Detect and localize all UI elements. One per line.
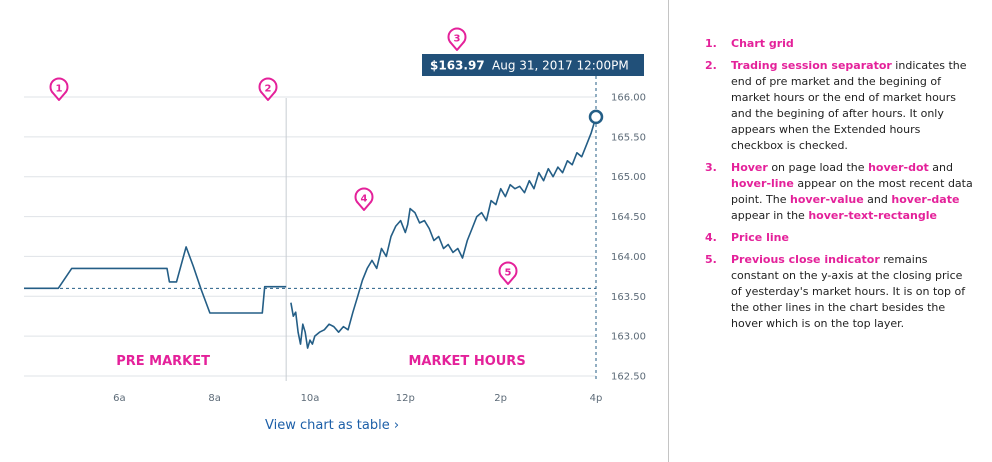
note-number: 1. xyxy=(705,37,717,50)
hover-dot xyxy=(588,109,604,125)
x-tick-label: 12p xyxy=(396,393,415,404)
note-text: and xyxy=(863,193,892,206)
x-tick-label: 10a xyxy=(301,393,320,404)
note-item: 2. Trading session separator indicates th… xyxy=(705,58,975,154)
note-number: 5. xyxy=(705,253,717,266)
note-text: appear on the most recent data point. Th… xyxy=(731,177,973,206)
note-term: Trading session separator xyxy=(731,59,892,72)
session-labels: PRE MARKET MARKET HOURS xyxy=(116,354,525,369)
pin-marker-icon xyxy=(49,77,69,101)
annotation-pin-3: 3 xyxy=(447,27,467,51)
x-tick-label: 2p xyxy=(494,393,507,404)
note-item: 1. Chart grid xyxy=(705,36,975,52)
note-term: hover-value xyxy=(790,193,864,206)
y-tick-label: 163.00 xyxy=(611,332,646,343)
hover-text-rectangle xyxy=(422,54,644,76)
pin-marker-icon xyxy=(354,187,374,211)
y-tick-label: 165.50 xyxy=(611,132,646,143)
note-term: Previous close indicator xyxy=(731,253,880,266)
annotation-pin-5: 5 xyxy=(498,261,518,285)
pin-number: 1 xyxy=(56,84,63,95)
note-number: 4. xyxy=(705,231,717,244)
annotation-pins: 1 2 3 4 5 xyxy=(49,27,518,285)
view-chart-as-table-link[interactable]: View chart as table › xyxy=(265,418,399,433)
hover-value: $163.97 xyxy=(430,59,485,73)
x-tick-label: 8a xyxy=(208,393,221,404)
note-text: indicates the end of pre market and the … xyxy=(731,59,967,152)
note-text: remains constant on the y-axis at the cl… xyxy=(731,253,966,330)
view-chart-as-table-label: View chart as table xyxy=(265,418,390,433)
hover-layer: $163.97 Aug 31, 2017 12:00PM xyxy=(422,54,644,380)
price-series xyxy=(24,116,597,349)
session-label-pre-market: PRE MARKET xyxy=(116,354,210,369)
price-line xyxy=(290,116,597,349)
pin-number: 5 xyxy=(505,268,512,279)
pin-number: 4 xyxy=(361,194,368,205)
y-tick-label: 164.50 xyxy=(611,212,646,223)
pin-number: 3 xyxy=(454,34,461,45)
note-term: hover-date xyxy=(891,193,960,206)
note-text: on page load the xyxy=(767,161,869,174)
note-term: Price line xyxy=(731,231,789,244)
x-axis: 6a 8a 10a 12p 2p 4p xyxy=(113,393,602,404)
pin-number: 2 xyxy=(265,84,272,95)
y-axis: 166.00 165.50 165.00 164.50 164.00 163.50 163.… xyxy=(611,93,646,383)
price-chart: 166.00 165.50 165.00 164.50 164.00 163.50 163.… xyxy=(24,27,646,404)
y-tick-label: 163.50 xyxy=(611,292,646,303)
pin-marker-icon xyxy=(498,261,518,285)
x-tick-label: 4p xyxy=(590,393,603,404)
annotation-pin-2: 2 xyxy=(258,77,278,101)
y-tick-label: 164.00 xyxy=(611,252,646,263)
note-term: hover-text-rectangle xyxy=(808,209,937,222)
price-line-pre-market xyxy=(24,246,287,314)
x-tick-label: 6a xyxy=(113,393,126,404)
y-tick-label: 165.00 xyxy=(611,172,646,183)
chevron-right-icon: › xyxy=(393,418,400,433)
y-tick-label: 166.00 xyxy=(611,93,646,104)
note-item: 3. Hover on page load the hover-dot and h… xyxy=(705,160,975,224)
annotation-pin-1: 1 xyxy=(49,77,69,101)
annotation-notes: 1. Chart grid 2. Trading session separator … xyxy=(705,36,975,338)
note-term: Chart grid xyxy=(731,37,794,50)
annotation-pin-4: 4 xyxy=(354,187,374,211)
note-number: 3. xyxy=(705,161,717,174)
note-text: and xyxy=(928,161,953,174)
note-term: hover-line xyxy=(731,177,794,190)
pin-marker-icon xyxy=(447,27,467,51)
note-term: Hover xyxy=(731,161,768,174)
session-label-market-hours: MARKET HOURS xyxy=(408,354,525,369)
note-item: 4. Price line xyxy=(705,230,975,246)
note-text: appear in the xyxy=(731,209,809,222)
pin-marker-icon xyxy=(258,77,278,101)
chart-grid xyxy=(24,96,596,381)
note-number: 2. xyxy=(705,59,717,72)
note-term: hover-dot xyxy=(868,161,929,174)
note-item: 5. Previous close indicator remains const… xyxy=(705,252,975,332)
y-tick-label: 162.50 xyxy=(611,372,646,383)
panel-divider xyxy=(668,0,669,462)
hover-date: Aug 31, 2017 12:00PM xyxy=(492,59,629,73)
